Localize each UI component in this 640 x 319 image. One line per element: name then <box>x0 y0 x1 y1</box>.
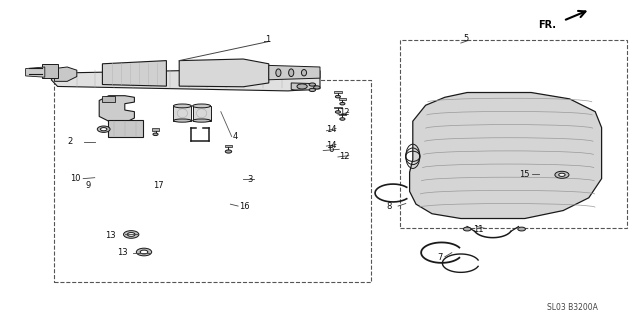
Ellipse shape <box>276 69 281 77</box>
Polygon shape <box>193 106 211 121</box>
Circle shape <box>309 83 316 86</box>
Polygon shape <box>152 128 159 131</box>
Ellipse shape <box>193 104 211 108</box>
Text: 4: 4 <box>233 132 238 141</box>
Circle shape <box>559 173 565 176</box>
Text: 2: 2 <box>68 137 73 146</box>
Circle shape <box>136 248 152 256</box>
Ellipse shape <box>193 119 211 122</box>
Text: 12: 12 <box>339 152 349 161</box>
Circle shape <box>140 250 148 254</box>
Circle shape <box>340 118 345 120</box>
Polygon shape <box>102 61 166 86</box>
Text: 13: 13 <box>105 231 115 240</box>
Text: 5: 5 <box>463 34 468 43</box>
Text: 13: 13 <box>118 249 128 257</box>
Polygon shape <box>291 83 317 90</box>
Text: 1: 1 <box>265 35 270 44</box>
Polygon shape <box>410 93 602 219</box>
Circle shape <box>100 128 107 131</box>
Circle shape <box>335 111 340 113</box>
Text: 12: 12 <box>339 108 349 117</box>
Circle shape <box>335 95 340 98</box>
Polygon shape <box>54 67 77 81</box>
Circle shape <box>518 227 525 231</box>
Polygon shape <box>225 145 232 147</box>
Polygon shape <box>269 65 320 80</box>
Ellipse shape <box>173 119 191 122</box>
Text: 7: 7 <box>438 253 443 262</box>
Text: 6: 6 <box>329 145 334 154</box>
Polygon shape <box>42 64 58 78</box>
Text: 16: 16 <box>239 202 250 211</box>
Text: 8: 8 <box>387 202 392 211</box>
Circle shape <box>555 171 569 178</box>
Ellipse shape <box>289 69 294 77</box>
Ellipse shape <box>301 70 307 76</box>
Text: 14: 14 <box>326 141 337 150</box>
Text: 10: 10 <box>70 174 81 183</box>
Circle shape <box>97 126 110 132</box>
Text: 9: 9 <box>86 181 91 190</box>
Polygon shape <box>99 96 134 121</box>
Text: 3: 3 <box>247 175 252 184</box>
Polygon shape <box>179 59 269 87</box>
Circle shape <box>124 231 139 238</box>
Text: 14: 14 <box>326 125 337 134</box>
Text: 11: 11 <box>474 225 484 234</box>
Circle shape <box>225 150 232 153</box>
Circle shape <box>314 86 320 89</box>
Polygon shape <box>51 69 320 91</box>
Polygon shape <box>334 107 342 108</box>
Polygon shape <box>26 67 45 77</box>
Circle shape <box>153 133 158 136</box>
Polygon shape <box>339 114 346 115</box>
Text: FR.: FR. <box>538 19 556 30</box>
Ellipse shape <box>173 104 191 108</box>
Bar <box>400 40 627 228</box>
Bar <box>54 80 371 282</box>
Circle shape <box>340 102 345 105</box>
Polygon shape <box>334 91 342 93</box>
Circle shape <box>127 233 135 236</box>
Polygon shape <box>339 98 346 100</box>
Text: 17: 17 <box>154 181 164 190</box>
Circle shape <box>309 88 316 92</box>
Polygon shape <box>108 120 143 137</box>
Circle shape <box>297 84 307 89</box>
Circle shape <box>463 227 471 231</box>
Text: 15: 15 <box>520 170 530 179</box>
Text: SL03 B3200A: SL03 B3200A <box>547 303 598 312</box>
Polygon shape <box>102 96 115 102</box>
Polygon shape <box>173 106 191 121</box>
